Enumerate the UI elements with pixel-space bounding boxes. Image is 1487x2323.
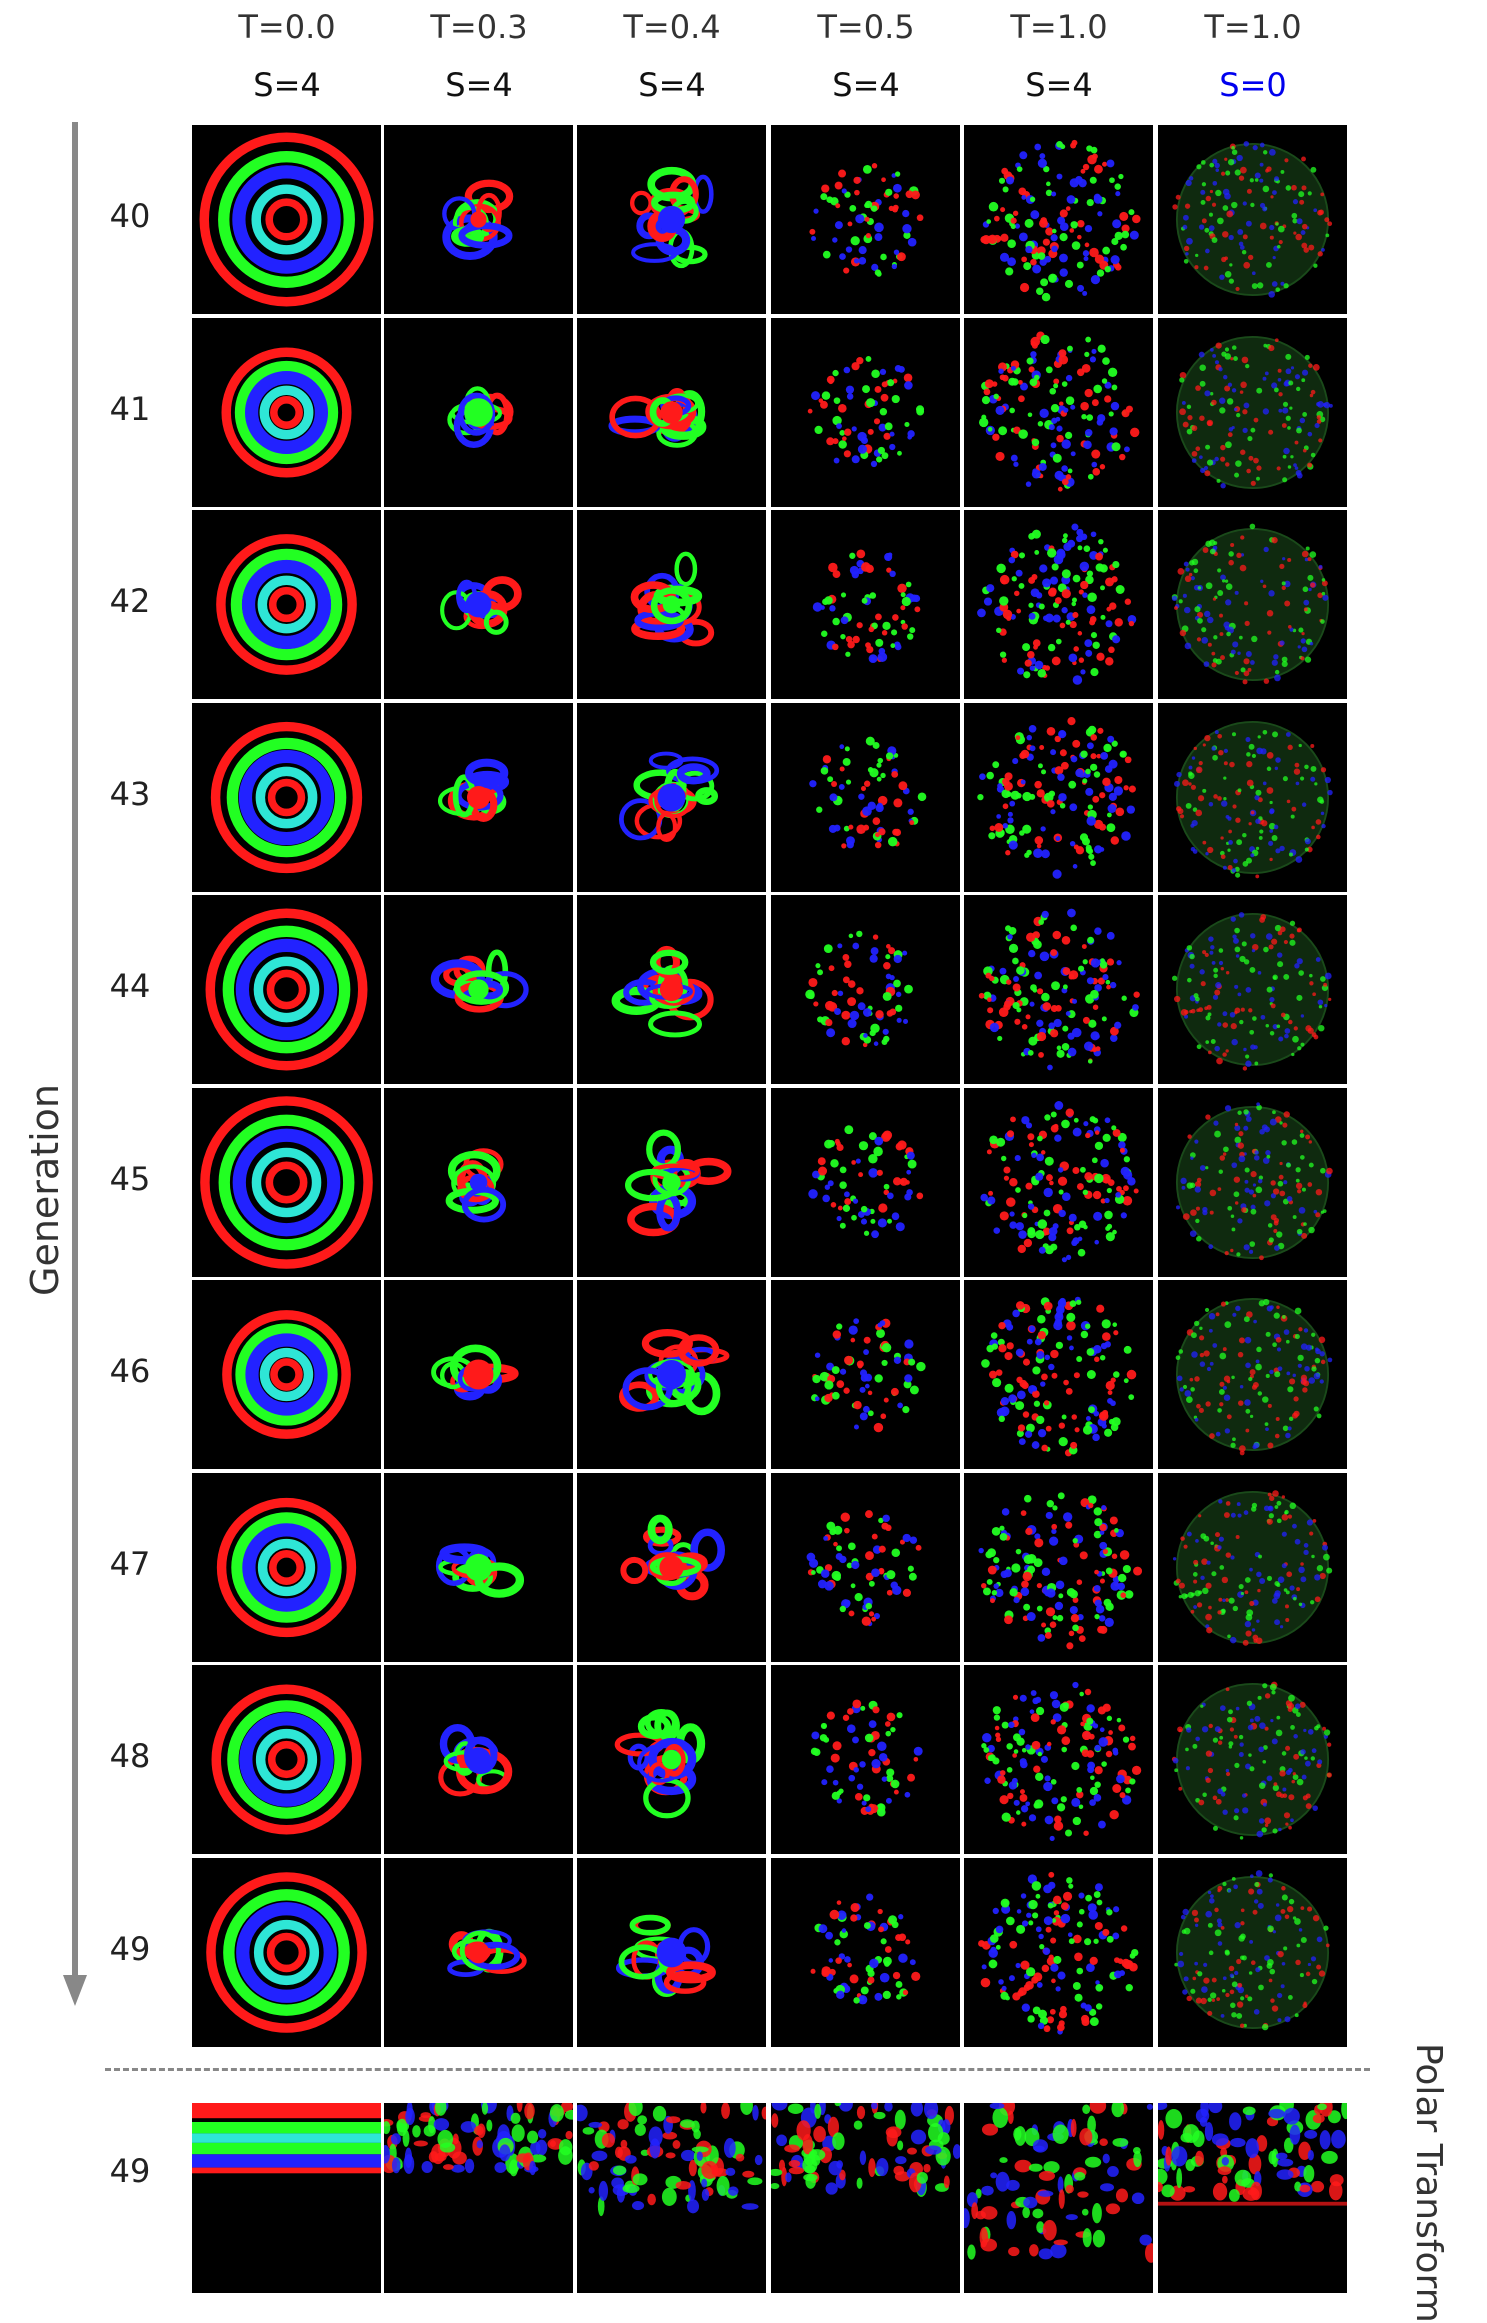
pattern-image — [771, 702, 960, 892]
pattern-image — [577, 125, 766, 314]
pattern-image — [384, 895, 573, 1084]
pattern-image — [577, 702, 766, 892]
pattern-image — [964, 895, 1153, 1084]
pattern-image — [1158, 1280, 1347, 1469]
pattern-image — [384, 317, 573, 507]
polar-transform-image — [192, 2103, 381, 2293]
pattern-image — [384, 702, 573, 892]
pattern-image — [771, 1857, 960, 2047]
pattern-image — [771, 1472, 960, 1662]
pattern-image — [1158, 317, 1347, 507]
pattern-image — [1158, 702, 1347, 892]
pattern-image — [1158, 1087, 1347, 1277]
pattern-image — [964, 510, 1153, 699]
temperature-label: T=1.0 — [1204, 8, 1302, 46]
pattern-image — [771, 1665, 960, 1854]
section-divider — [105, 2068, 1370, 2071]
s-value-label: S=4 — [638, 66, 706, 104]
temperature-label: T=0.0 — [238, 8, 336, 46]
pattern-image — [577, 1665, 766, 1854]
pattern-image — [577, 1472, 766, 1662]
pattern-image — [192, 1280, 381, 1469]
pattern-image — [964, 125, 1153, 314]
pattern-image — [192, 1665, 381, 1854]
pattern-image — [964, 1472, 1153, 1662]
row-label-41: 41 — [109, 389, 151, 428]
generation-axis-label: Generation — [23, 1084, 67, 1296]
pattern-image — [1158, 125, 1347, 314]
pattern-image — [1158, 1857, 1347, 2047]
pattern-image — [192, 317, 381, 507]
pattern-image — [577, 1087, 766, 1277]
temperature-label: T=1.0 — [1010, 8, 1108, 46]
pattern-image — [964, 1665, 1153, 1854]
pattern-image — [964, 1857, 1153, 2047]
row-label-44: 44 — [109, 967, 151, 1005]
pattern-image — [577, 1857, 766, 2047]
pattern-image — [771, 1280, 960, 1469]
pattern-image — [192, 125, 381, 314]
pattern-image — [384, 125, 573, 314]
generation-arrow — [63, 122, 87, 2006]
row-label-45: 45 — [109, 1159, 151, 1198]
temperature-label: T=0.3 — [430, 8, 528, 46]
pattern-image — [384, 1472, 573, 1662]
polar-transform-label: Polar Transform — [1407, 2043, 1449, 2323]
polar-transform-image — [384, 2103, 573, 2293]
row-label-42: 42 — [109, 582, 151, 620]
pattern-image — [192, 1857, 381, 2047]
pattern-image — [771, 510, 960, 699]
pattern-image — [1158, 1472, 1347, 1662]
polar-transform-image — [964, 2103, 1153, 2293]
s-value-label: S=4 — [445, 66, 513, 104]
pattern-image — [577, 510, 766, 699]
pattern-image — [192, 1472, 381, 1662]
s-value-label: S=4 — [253, 66, 321, 104]
row-label-47: 47 — [109, 1544, 151, 1583]
pattern-image — [577, 317, 766, 507]
pattern-image — [1158, 1665, 1347, 1854]
row-label-40: 40 — [109, 197, 151, 235]
pattern-image — [964, 1280, 1153, 1469]
pattern-image — [1158, 895, 1347, 1084]
temperature-label: T=0.4 — [623, 8, 721, 46]
row-label-48: 48 — [109, 1737, 151, 1775]
pattern-image — [964, 702, 1153, 892]
row-label-43: 43 — [109, 774, 151, 813]
s-value-label: S=4 — [832, 66, 900, 104]
pattern-image — [192, 702, 381, 892]
pattern-image — [771, 317, 960, 507]
pattern-image — [964, 317, 1153, 507]
pattern-image — [964, 1087, 1153, 1277]
pattern-image — [384, 1665, 573, 1854]
s-value-label: S=4 — [1025, 66, 1093, 104]
temperature-label: T=0.5 — [817, 8, 915, 46]
polar-row-label: 49 — [109, 2152, 151, 2190]
pattern-image — [384, 1857, 573, 2047]
polar-transform-image — [577, 2103, 766, 2293]
pattern-image — [771, 1087, 960, 1277]
polar-transform-image — [771, 2103, 960, 2293]
pattern-image — [192, 1087, 381, 1277]
pattern-image — [1158, 510, 1347, 699]
pattern-image — [384, 1280, 573, 1469]
row-label-49: 49 — [109, 1929, 151, 1968]
pattern-image — [771, 895, 960, 1084]
pattern-image — [384, 510, 573, 699]
polar-transform-image — [1158, 2103, 1347, 2293]
pattern-image — [192, 510, 381, 699]
row-label-46: 46 — [109, 1352, 151, 1390]
pattern-image — [577, 1280, 766, 1469]
pattern-image — [384, 1087, 573, 1277]
s-value-label-highlighted: S=0 — [1219, 66, 1287, 104]
pattern-image — [192, 895, 381, 1084]
pattern-image — [771, 125, 960, 314]
pattern-image — [577, 895, 766, 1084]
